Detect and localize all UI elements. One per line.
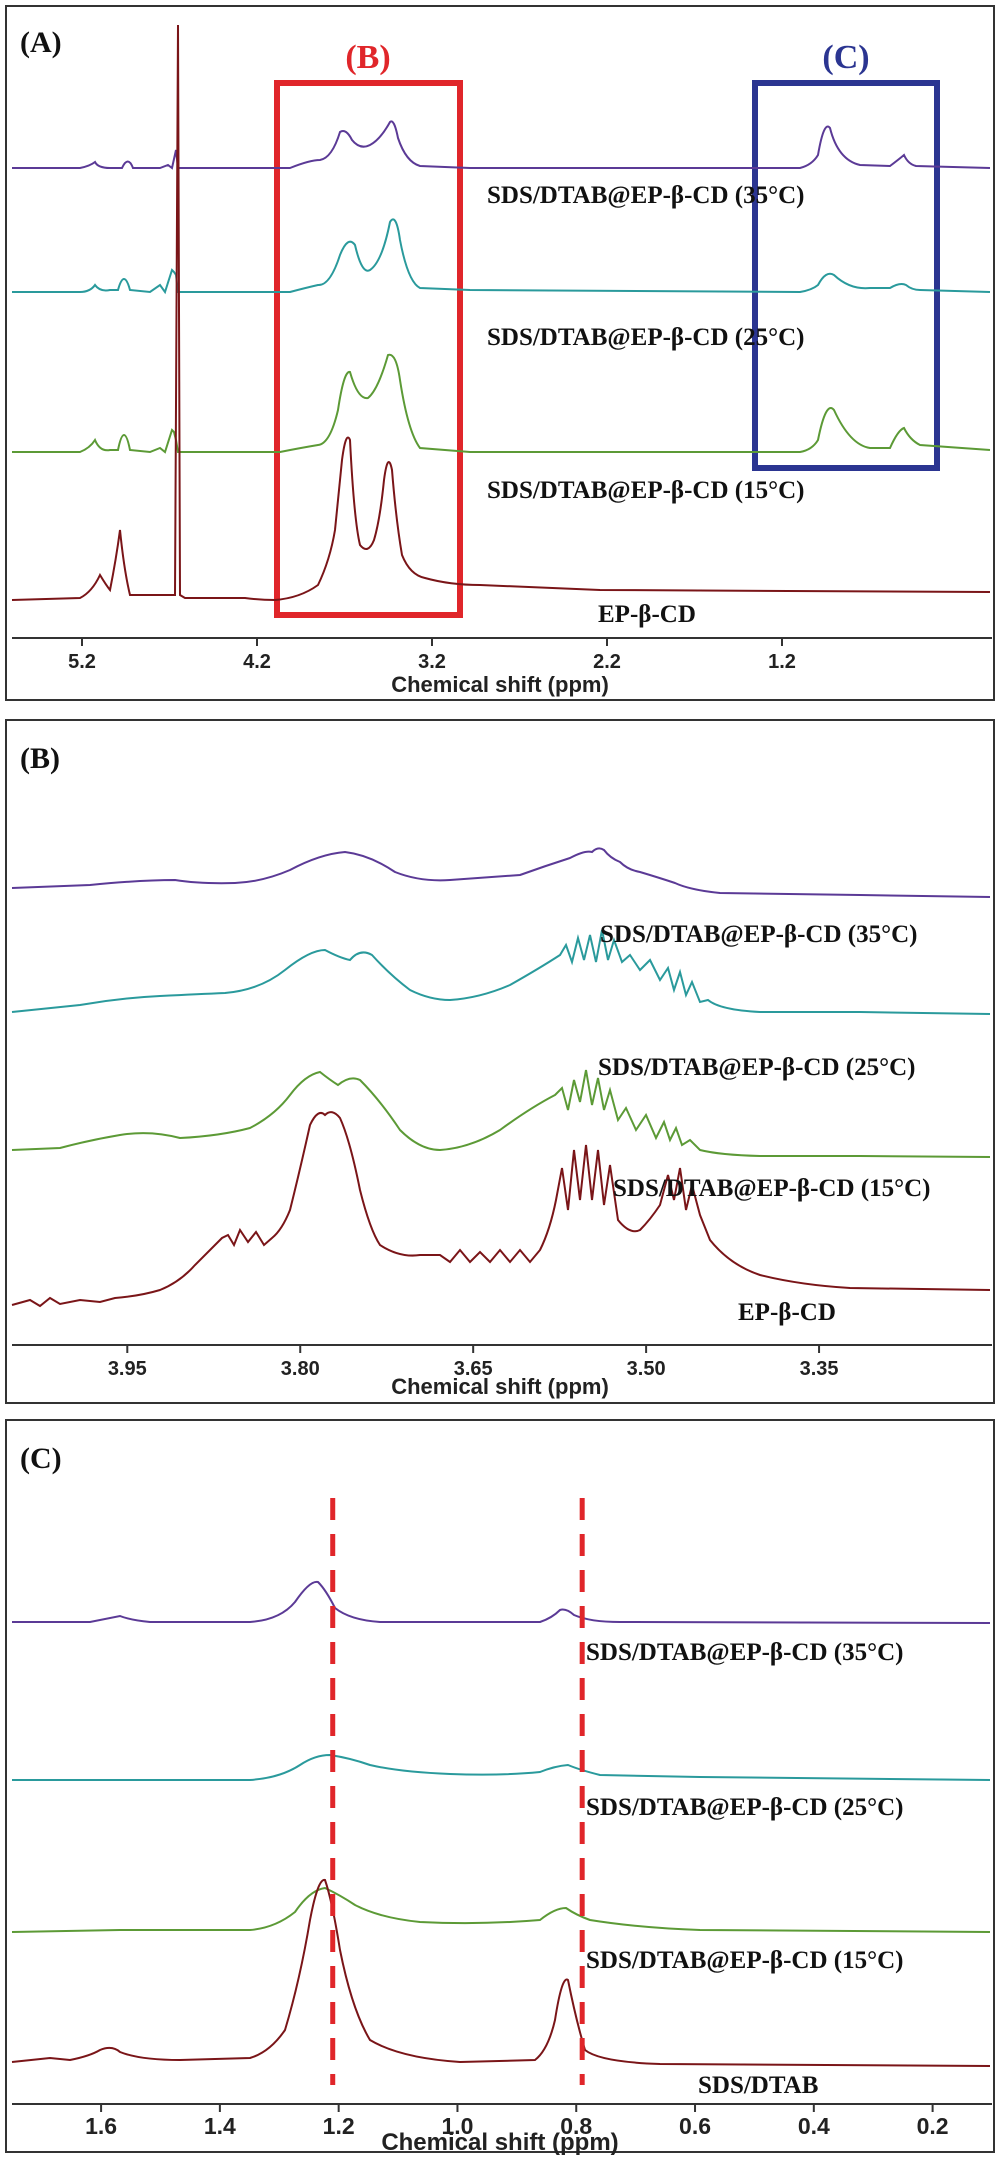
label-b-15c: SDS/DTAB@EP-β-CD (15°C) — [613, 1175, 931, 1202]
panel-c-ticks: 1.6 1.4 1.2 1.0 0.8 0.6 0.4 0.2 — [85, 2104, 949, 2139]
series-a-25c — [12, 218, 991, 295]
x-tick-label-1-4: 1.4 — [204, 2113, 236, 2139]
panel-c-frame — [5, 1419, 995, 2153]
x-tick-label-2-2: 2.2 — [593, 651, 621, 673]
x-tick-label-0-6: 0.6 — [679, 2113, 711, 2139]
x-tick-label-3-50: 3.50 — [627, 1358, 666, 1380]
x-tick-label-3-35: 3.35 — [800, 1358, 839, 1380]
series-c-15c — [11, 1886, 991, 1933]
panel-c-xlabel: Chemical shift (ppm) — [381, 2129, 618, 2156]
box-b-label: (B) — [345, 39, 390, 76]
panel-b-xlabel: Chemical shift (ppm) — [391, 1374, 609, 1399]
panel-a-label: (A) — [20, 26, 62, 59]
panel-c: (C) SDS/DTAB@EP-β-CD (35°C) SDS/DTAB@EP-… — [5, 1419, 995, 2156]
series-a-ep — [11, 24, 991, 602]
label-b-ep: EP-β-CD — [738, 1299, 836, 1326]
x-tick-label-1-0: 1.0 — [441, 2113, 473, 2139]
panel-a-xlabel: Chemical shift (ppm) — [391, 672, 609, 697]
label-c-25c: SDS/DTAB@EP-β-CD (25°C) — [586, 1794, 904, 1821]
label-c-sdsdtab: SDS/DTAB — [698, 2072, 818, 2099]
series-a-15c — [12, 353, 991, 454]
series-b-15c — [11, 1069, 991, 1158]
x-tick-label-3-95: 3.95 — [108, 1358, 147, 1380]
x-tick-label-5-2: 5.2 — [68, 651, 96, 673]
x-tick-label-1-6: 1.6 — [85, 2113, 117, 2139]
x-tick-label-4-2: 4.2 — [243, 651, 271, 673]
panel-b-label: (B) — [20, 742, 60, 775]
box-c — [752, 80, 940, 471]
x-tick-label-3-65: 3.65 — [454, 1358, 493, 1380]
box-c-label: (C) — [822, 39, 869, 76]
label-c-35c: SDS/DTAB@EP-β-CD (35°C) — [586, 1639, 904, 1666]
panel-b: (B) SDS/DTAB@EP-β-CD (35°C) SDS/DTAB@EP-… — [5, 719, 995, 1404]
series-b-35c — [11, 847, 991, 898]
label-a-ep: EP-β-CD — [598, 601, 696, 628]
panel-a: (A) (B) (C) SDS/DTAB@EP-β-CD (35°C) SDS/… — [5, 5, 995, 701]
label-a-15c: SDS/DTAB@EP-β-CD (15°C) — [487, 477, 805, 504]
x-tick-label-0-4: 0.4 — [798, 2113, 830, 2139]
x-tick-label-3-2: 3.2 — [418, 651, 446, 673]
series-b-ep — [11, 1111, 991, 1308]
panel-b-frame — [5, 719, 995, 1404]
box-b — [274, 80, 463, 618]
x-tick-label-1-2: 1.2 — [323, 2113, 355, 2139]
label-c-15c: SDS/DTAB@EP-β-CD (15°C) — [586, 1947, 904, 1974]
panel-a-ticks: 5.2 4.2 3.2 2.2 1.2 — [68, 638, 796, 673]
panel-c-label: (C) — [20, 1442, 62, 1475]
x-tick-label-0-8: 0.8 — [560, 2113, 592, 2139]
label-b-25c: SDS/DTAB@EP-β-CD (25°C) — [598, 1054, 916, 1081]
label-a-35c: SDS/DTAB@EP-β-CD (35°C) — [487, 182, 805, 209]
series-a-35c — [12, 120, 991, 170]
series-c-25c — [12, 1753, 991, 1781]
series-b-25c — [11, 929, 991, 1015]
label-b-35c: SDS/DTAB@EP-β-CD (35°C) — [600, 921, 918, 948]
x-tick-label-1-2: 1.2 — [768, 651, 796, 673]
x-tick-label-0-2: 0.2 — [917, 2113, 949, 2139]
series-c-35c — [12, 1580, 991, 1624]
panel-b-ticks: 3.95 3.80 3.65 3.50 3.35 — [108, 1345, 839, 1380]
x-tick-label-3-80: 3.80 — [281, 1358, 320, 1380]
panel-a-frame — [5, 5, 995, 701]
label-a-25c: SDS/DTAB@EP-β-CD (25°C) — [487, 324, 805, 351]
